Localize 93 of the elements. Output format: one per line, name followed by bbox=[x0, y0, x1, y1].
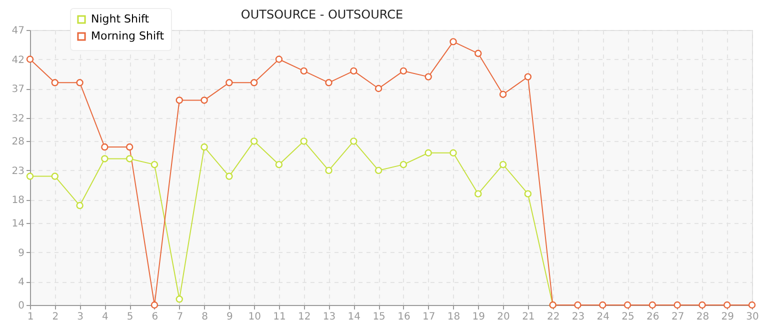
point bbox=[624, 301, 632, 309]
point bbox=[524, 190, 532, 198]
x-tick-label: 4 bbox=[102, 312, 108, 320]
point bbox=[275, 56, 283, 63]
point bbox=[400, 160, 408, 168]
point bbox=[350, 67, 358, 75]
point bbox=[648, 301, 656, 309]
x-tick-label: 30 bbox=[746, 312, 759, 320]
x-tick-label: 23 bbox=[572, 312, 585, 320]
point bbox=[325, 166, 332, 174]
x-tick-label: 28 bbox=[696, 312, 710, 320]
point bbox=[176, 96, 183, 104]
y-tick-label: 47 bbox=[12, 26, 24, 36]
point bbox=[51, 172, 58, 180]
point bbox=[724, 301, 731, 309]
point bbox=[76, 79, 84, 86]
point bbox=[524, 73, 532, 80]
y-tick-label: 14 bbox=[12, 218, 24, 230]
x-tick-label: 5 bbox=[126, 312, 134, 320]
point bbox=[51, 79, 58, 86]
point bbox=[674, 301, 681, 309]
point bbox=[474, 190, 482, 198]
point bbox=[374, 84, 382, 92]
x-tick-label: 3 bbox=[77, 312, 84, 320]
x-tick-label: 2 bbox=[52, 312, 59, 320]
x-tick-label: 26 bbox=[646, 312, 660, 320]
x-tick-label: 16 bbox=[398, 312, 410, 320]
point bbox=[101, 155, 108, 162]
legend-label: Morning Shift bbox=[91, 30, 165, 42]
x-tick-label: 15 bbox=[372, 312, 386, 320]
point bbox=[499, 90, 507, 98]
point bbox=[474, 50, 482, 57]
point bbox=[300, 67, 308, 75]
point bbox=[450, 38, 457, 46]
x-tick-label: 27 bbox=[671, 312, 684, 320]
y-tick-label: 32 bbox=[12, 113, 24, 124]
point bbox=[374, 166, 382, 174]
y-tick-label: 4 bbox=[18, 277, 24, 288]
x-tick-label: 8 bbox=[202, 312, 208, 320]
point bbox=[226, 172, 233, 180]
legend-label: Night Shift bbox=[91, 12, 150, 26]
x-tick-label: 20 bbox=[497, 312, 510, 320]
x-tick-label: 10 bbox=[248, 312, 261, 320]
x-tick-label: 14 bbox=[348, 312, 361, 320]
y-tick-label: 42 bbox=[12, 54, 24, 66]
x-tick-label: 22 bbox=[546, 312, 560, 320]
x-tick-label: 25 bbox=[622, 312, 634, 320]
y-tick-label: 37 bbox=[12, 84, 24, 96]
point bbox=[450, 149, 457, 156]
point bbox=[126, 143, 134, 151]
x-tick-label: 11 bbox=[273, 312, 286, 320]
x-tick-label: 1 bbox=[27, 312, 34, 320]
point bbox=[400, 67, 408, 75]
point bbox=[26, 172, 34, 180]
point bbox=[599, 301, 606, 309]
x-tick-label: 17 bbox=[422, 312, 436, 320]
point bbox=[300, 138, 308, 145]
point bbox=[226, 79, 233, 86]
point bbox=[101, 143, 108, 151]
point bbox=[499, 160, 507, 168]
x-tick-label: 29 bbox=[721, 312, 734, 320]
point bbox=[76, 202, 84, 210]
x-tick-label: 6 bbox=[152, 312, 158, 320]
y-tick-label: 23 bbox=[12, 166, 24, 177]
point bbox=[574, 301, 582, 309]
point bbox=[200, 96, 208, 104]
x-tick-label: 9 bbox=[226, 312, 233, 320]
x-tick-label: 19 bbox=[472, 312, 486, 320]
point bbox=[250, 138, 258, 145]
x-tick-label: 21 bbox=[522, 312, 535, 320]
point bbox=[424, 73, 432, 80]
point bbox=[250, 79, 258, 86]
point bbox=[126, 155, 134, 162]
x-tick-label: 13 bbox=[322, 312, 336, 320]
point bbox=[350, 138, 358, 145]
point bbox=[325, 79, 332, 86]
point bbox=[424, 149, 432, 156]
x-tick-label: 12 bbox=[298, 312, 311, 320]
x-tick-label: 18 bbox=[447, 312, 460, 320]
y-tick-label: 28 bbox=[12, 136, 24, 148]
x-tick-label: 7 bbox=[176, 312, 184, 320]
point bbox=[275, 160, 283, 168]
y-tick-label: 0 bbox=[18, 300, 24, 312]
x-tick-label: 24 bbox=[596, 312, 610, 320]
point bbox=[698, 301, 706, 309]
point bbox=[26, 56, 34, 63]
chart-title: OUTSOURCE - OUTSOURCE bbox=[240, 8, 404, 22]
point bbox=[150, 160, 158, 168]
y-tick-label: 9 bbox=[18, 248, 24, 259]
y-tick-label: 18 bbox=[12, 195, 24, 206]
point bbox=[200, 143, 208, 151]
point bbox=[176, 296, 183, 303]
point bbox=[150, 301, 158, 309]
